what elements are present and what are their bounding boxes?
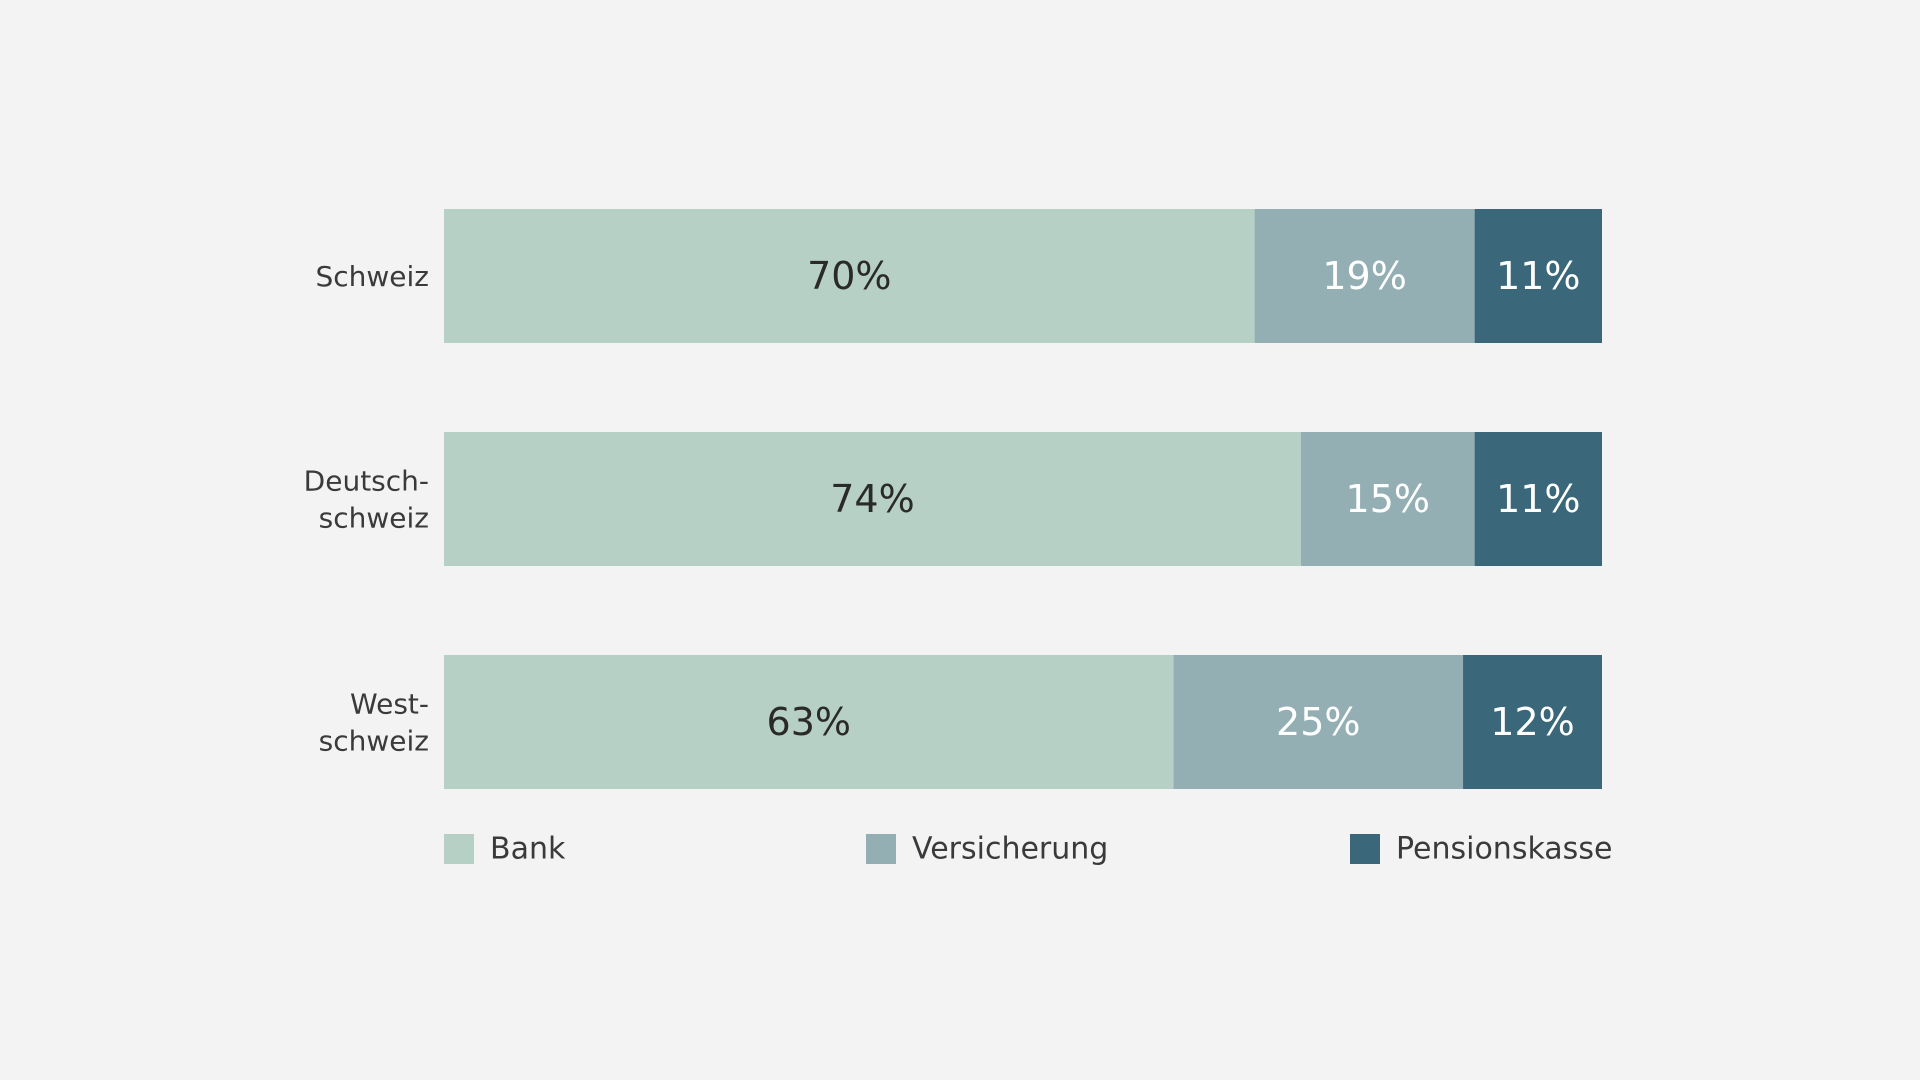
bar-segment <box>1300 432 1475 566</box>
category-label-line: schweiz <box>319 724 429 757</box>
legend: Bank Versicherung Pensionskasse <box>444 832 1612 867</box>
category-label-line: Deutsch- <box>304 464 429 497</box>
data-label: 70% <box>807 254 891 298</box>
legend-swatch <box>444 834 474 864</box>
data-label: 25% <box>1276 700 1360 744</box>
bar-segment <box>1474 209 1602 343</box>
data-label: 19% <box>1322 254 1406 298</box>
category-label: Schweiz <box>315 260 429 293</box>
bar-segment <box>1474 432 1602 566</box>
category-label: Deutsch-schweiz <box>304 464 429 534</box>
category-label: West-schweiz <box>319 687 429 757</box>
legend-label: Versicherung <box>912 832 1108 867</box>
legend-label: Bank <box>490 832 566 867</box>
category-label-line: schweiz <box>319 501 429 534</box>
legend-swatch <box>1350 834 1380 864</box>
data-label: 11% <box>1496 254 1580 298</box>
legend-label: Pensionskasse <box>1396 832 1612 867</box>
data-label: 74% <box>830 477 914 521</box>
legend-swatch <box>866 834 896 864</box>
data-label: 63% <box>767 700 851 744</box>
data-label: 11% <box>1496 477 1580 521</box>
bar-segment <box>444 655 1174 789</box>
bar-segment <box>1463 655 1602 789</box>
category-label-line: West- <box>350 687 429 720</box>
bar-segment <box>1254 209 1475 343</box>
bar-segment <box>1173 655 1464 789</box>
bars-layer: 70% 19% 11% 74% 15% 11% 63% 25% 12% <box>444 209 1602 789</box>
data-label: 12% <box>1490 700 1574 744</box>
data-label: 15% <box>1346 477 1430 521</box>
bar-segment <box>444 432 1301 566</box>
category-label-line: Schweiz <box>315 260 429 293</box>
bar-segment <box>444 209 1255 343</box>
